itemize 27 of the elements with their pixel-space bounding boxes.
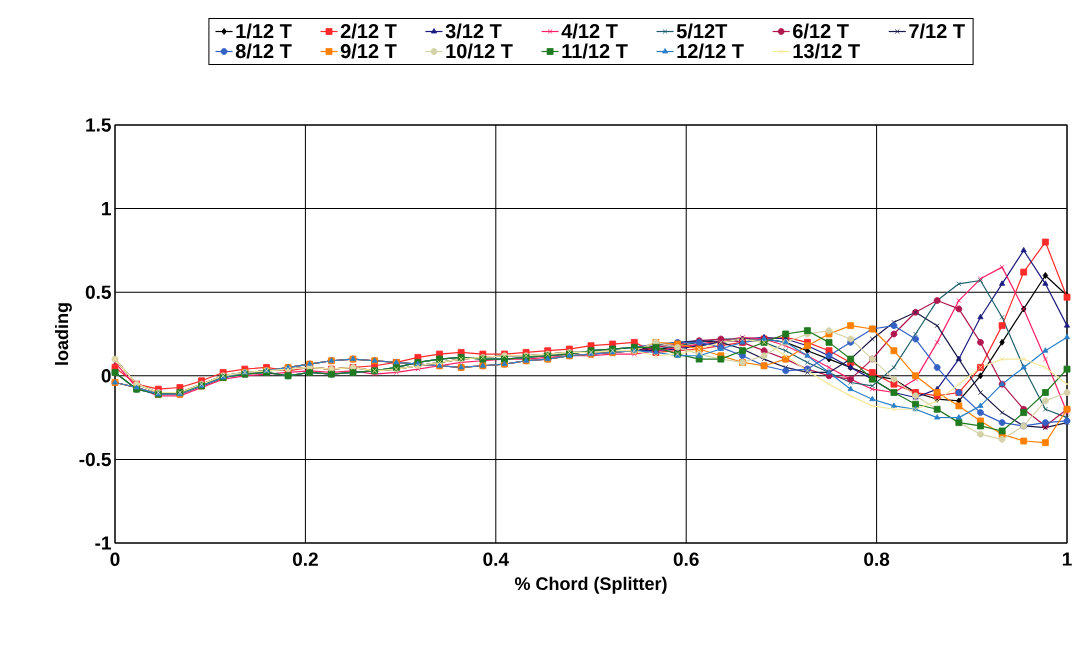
y-tick-label: -0.5 xyxy=(79,452,111,467)
y-axis-title: loading xyxy=(55,303,72,365)
legend-label: 2/12 T xyxy=(340,23,397,39)
legend-label: 11/12 T xyxy=(562,43,628,59)
x-axis-title: % Chord (Splitter) xyxy=(514,576,667,594)
legend-label: 3/12 T xyxy=(445,23,502,39)
legend-label: 9/12 T xyxy=(340,43,397,59)
legend-label: 1/12 T xyxy=(236,23,292,39)
x-tick-label: 0.4 xyxy=(483,552,509,566)
x-tick-label: 0.8 xyxy=(864,552,890,566)
legend-label: 5/12T xyxy=(676,23,728,39)
y-tick-label: 0 xyxy=(101,369,111,383)
y-tick-label: -1 xyxy=(95,536,111,550)
legend-label: 4/12 T xyxy=(561,23,618,39)
y-tick-label: 1.5 xyxy=(86,118,111,132)
x-tick-label: 0 xyxy=(110,552,120,566)
x-tick-label: 0.2 xyxy=(292,552,318,566)
legend-label: 10/12 T xyxy=(446,43,513,59)
legend-label: 7/12 T xyxy=(909,23,965,39)
legend-label: 13/12 T xyxy=(793,43,860,59)
y-tick-label: 0.5 xyxy=(85,285,111,299)
legend-label: 12/12 T xyxy=(677,43,744,59)
legend-label: 8/12 T xyxy=(235,43,292,59)
x-tick-label: 0.6 xyxy=(673,552,699,566)
x-tick-label: 1 xyxy=(1062,552,1072,566)
legend-label: 6/12 T xyxy=(793,23,849,39)
y-tick-label: 1 xyxy=(102,202,111,216)
